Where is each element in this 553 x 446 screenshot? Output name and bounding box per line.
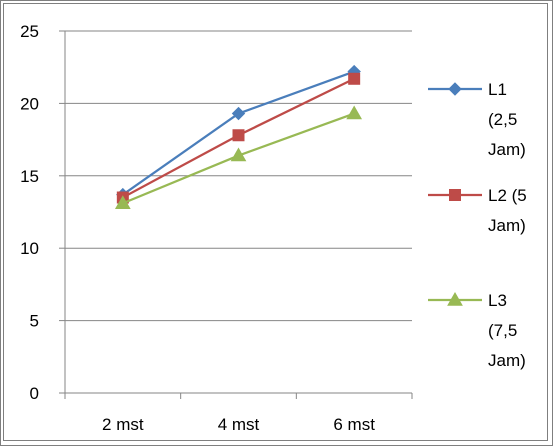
data-point xyxy=(231,106,246,121)
series-2 xyxy=(116,72,361,204)
legend-label: (7,5 xyxy=(488,321,517,340)
legend-marker xyxy=(448,82,462,96)
legend-marker xyxy=(449,189,461,201)
legend-label: (2,5 xyxy=(488,110,517,129)
legend-item-2: L2 (5 Jam) xyxy=(428,186,527,235)
data-point xyxy=(114,195,131,210)
axes: 0 5 10 15 20 25 2 mst 4 mst 6 mst xyxy=(20,22,413,434)
data-point xyxy=(230,147,247,162)
y-tick-label: 0 xyxy=(30,384,39,403)
y-tick-label: 10 xyxy=(20,239,39,258)
y-tick-label: 15 xyxy=(20,167,39,186)
legend-label: L1 xyxy=(488,80,507,99)
x-tick-label: 4 mst xyxy=(218,415,260,434)
legend-label: Jam) xyxy=(488,351,526,370)
y-tick-label: 25 xyxy=(20,22,39,41)
legend-marker xyxy=(447,291,463,306)
legend: L1 (2,5 Jam) L2 (5 Jam) L3 (7,5 Jam) xyxy=(428,80,527,370)
y-tick-label: 20 xyxy=(20,94,39,113)
legend-label: Jam) xyxy=(488,140,526,159)
data-point xyxy=(346,105,363,120)
series-3 xyxy=(114,105,363,210)
x-tick-label: 2 mst xyxy=(102,415,144,434)
series-lines xyxy=(114,64,363,210)
y-tick-label: 5 xyxy=(30,312,39,331)
x-tick-label: 6 mst xyxy=(333,415,375,434)
data-point xyxy=(232,129,245,142)
data-point xyxy=(348,72,361,85)
gridlines xyxy=(65,30,412,322)
legend-label: Jam) xyxy=(488,216,526,235)
chart-area xyxy=(3,3,548,441)
legend-item-1: L1 (2,5 Jam) xyxy=(428,80,526,159)
legend-label: L2 (5 xyxy=(488,186,527,205)
legend-item-3: L3 (7,5 Jam) xyxy=(428,291,526,370)
legend-label: L3 xyxy=(488,291,507,310)
